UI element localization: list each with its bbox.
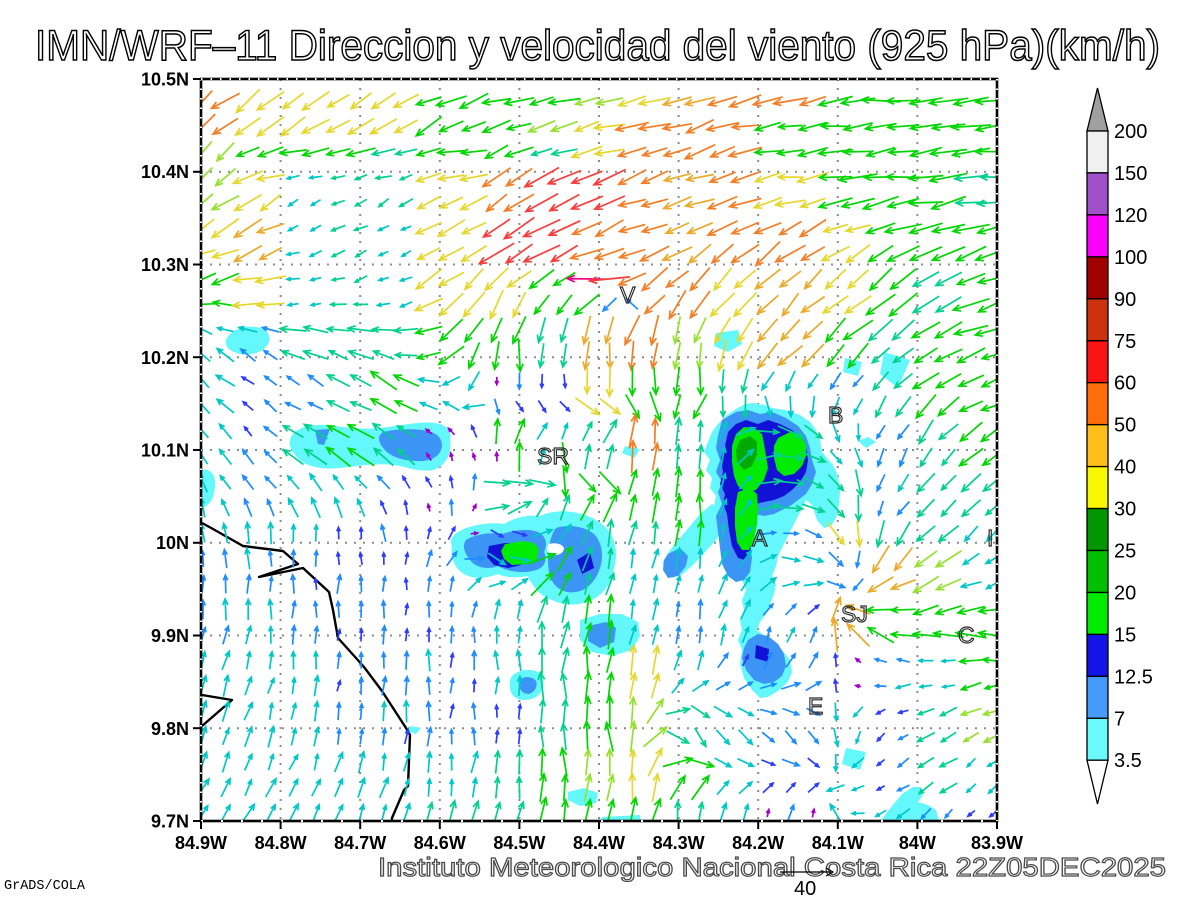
svg-text:84.3W: 84.3W <box>653 833 705 853</box>
svg-text:15: 15 <box>1114 624 1136 646</box>
svg-text:B: B <box>828 402 843 428</box>
svg-text:84.9W: 84.9W <box>175 833 227 853</box>
svg-text:84.4W: 84.4W <box>573 833 625 853</box>
svg-text:9.9N: 9.9N <box>151 626 189 646</box>
svg-text:84.1W: 84.1W <box>812 833 864 853</box>
svg-text:84.5W: 84.5W <box>493 833 545 853</box>
svg-text:10.4N: 10.4N <box>141 162 189 182</box>
svg-text:20: 20 <box>1114 583 1136 605</box>
svg-text:84.7W: 84.7W <box>334 833 386 853</box>
svg-text:10N: 10N <box>156 533 189 553</box>
svg-text:25: 25 <box>1114 541 1136 563</box>
svg-text:Instituto Meteorologico Nacion: Instituto Meteorologico Nacional Costa R… <box>378 852 1166 882</box>
svg-text:75: 75 <box>1114 331 1136 353</box>
svg-text:83.9W: 83.9W <box>971 833 1023 853</box>
svg-text:84W: 84W <box>899 833 936 853</box>
svg-text:60: 60 <box>1114 373 1136 395</box>
svg-text:40: 40 <box>1114 457 1136 479</box>
svg-text:50: 50 <box>1114 415 1136 437</box>
svg-text:7: 7 <box>1114 708 1125 730</box>
svg-text:GrADS/COLA: GrADS/COLA <box>4 879 86 894</box>
svg-text:3.5: 3.5 <box>1114 750 1142 772</box>
svg-text:90: 90 <box>1114 289 1136 311</box>
svg-text:10.2N: 10.2N <box>141 348 189 368</box>
svg-text:I: I <box>987 525 993 551</box>
svg-text:10.3N: 10.3N <box>141 255 189 275</box>
svg-text:V: V <box>620 282 636 308</box>
svg-text:84.6W: 84.6W <box>414 833 466 853</box>
svg-text:10.1N: 10.1N <box>141 441 189 461</box>
svg-text:A: A <box>752 525 768 551</box>
svg-text:40: 40 <box>794 878 816 900</box>
svg-text:9.8N: 9.8N <box>151 719 189 739</box>
svg-text:84.8W: 84.8W <box>255 833 307 853</box>
svg-text:100: 100 <box>1114 247 1147 269</box>
svg-text:C: C <box>958 622 975 648</box>
svg-text:200: 200 <box>1114 121 1147 143</box>
svg-text:SR: SR <box>537 443 569 469</box>
svg-text:84.2W: 84.2W <box>732 833 784 853</box>
svg-text:E: E <box>808 693 823 719</box>
svg-text:IMN/WRF–11 Direccion y velocid: IMN/WRF–11 Direccion y velocidad del vie… <box>35 22 1160 70</box>
svg-text:12.5: 12.5 <box>1114 666 1153 688</box>
svg-text:30: 30 <box>1114 499 1136 521</box>
svg-text:SJ: SJ <box>841 601 868 627</box>
svg-text:10.5N: 10.5N <box>141 70 189 90</box>
svg-text:150: 150 <box>1114 163 1147 185</box>
svg-text:120: 120 <box>1114 205 1147 227</box>
svg-text:9.7N: 9.7N <box>151 812 189 832</box>
